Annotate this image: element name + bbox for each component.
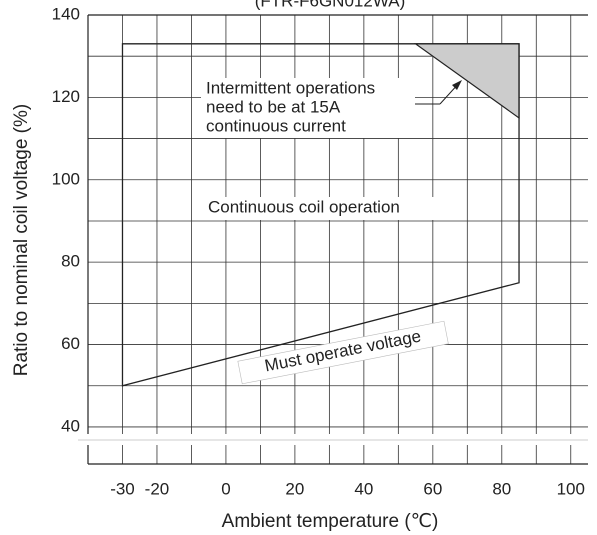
x-tick-label: 0 [221,479,230,498]
y-tick-label: 80 [61,252,80,271]
annotation-text: Intermittent operations [206,78,375,97]
annotation-bg [201,78,415,138]
y-tick-label: 120 [52,87,80,106]
annotation-group: Must operate voltage [237,320,449,385]
annotation-text: continuous current [206,116,346,135]
x-tick-label: -30 [110,479,135,498]
annotation-text: Continuous coil operation [208,197,400,216]
annotation-text: need to be at 15A [206,97,341,116]
x-axis-label: Ambient temperature (℃) [222,511,439,532]
x-tick-label: 40 [354,479,373,498]
y-axis-label: Ratio to nominal coil voltage (%) [11,104,32,376]
boundary-line [121,43,520,387]
y-tick-label: 40 [61,416,80,435]
y-tick-label: 140 [52,4,80,23]
y-tick-label: 60 [61,334,80,353]
x-tick-label: 60 [423,479,442,498]
chart-title: (FTR-F6GN012WA) [255,0,406,10]
arrow-head [452,80,462,90]
x-tick-label: 20 [285,479,304,498]
x-tick-label: 100 [557,479,585,498]
y-tick-label: 100 [52,169,80,188]
annotation-bg [204,197,434,220]
annotation-bg [237,320,449,385]
x-tick-label: 80 [492,479,511,498]
x-tick-label: -20 [145,479,170,498]
